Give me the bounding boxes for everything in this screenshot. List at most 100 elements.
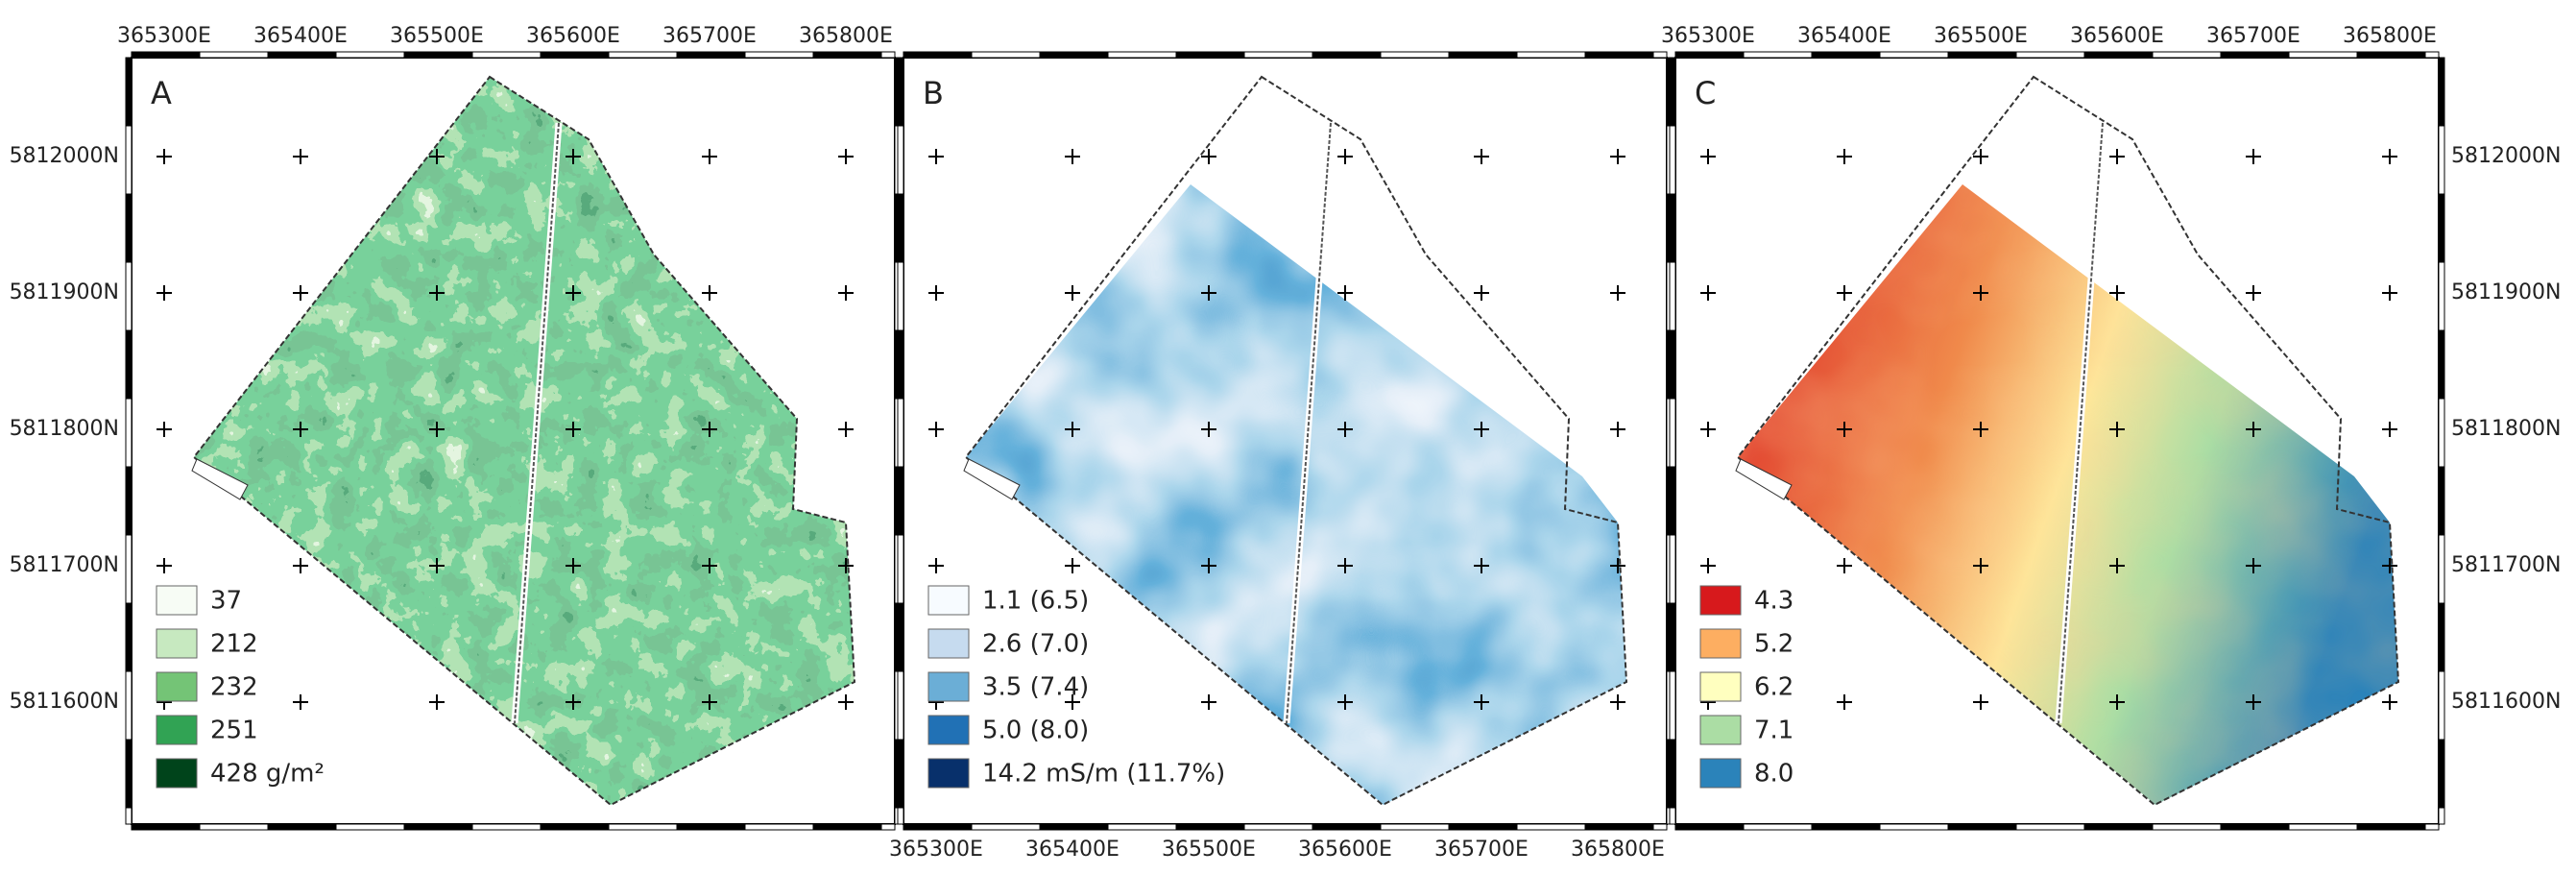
legend-label: 3.5 (7.4)	[982, 673, 1089, 702]
frame-bar	[335, 51, 405, 59]
grid-cross	[1065, 285, 1080, 301]
x-coord-label: 365500E	[1162, 838, 1256, 862]
frame-bar	[1243, 823, 1313, 831]
y-coord-label: 5811900N	[2451, 280, 2561, 304]
frame-bar	[1669, 125, 1676, 195]
frame-bar	[608, 823, 678, 831]
grid-cross	[1610, 285, 1625, 301]
grid-cross	[1201, 422, 1216, 437]
frame-bar	[125, 329, 132, 400]
grid-cross	[2109, 149, 2125, 164]
grid-cross	[838, 149, 854, 164]
frame-bar	[1175, 51, 1245, 59]
frame-bar	[125, 670, 132, 741]
grid-cross	[1973, 149, 1988, 164]
frame-bar	[2438, 602, 2445, 672]
frame-bar	[1175, 823, 1245, 831]
frame-bar	[125, 739, 132, 809]
grid-cross	[566, 422, 581, 437]
frame-bar	[1669, 534, 1676, 604]
frame-bar	[125, 125, 132, 195]
frame-bar	[2083, 51, 2154, 59]
legend-swatch	[1699, 628, 1742, 659]
x-coord-label: 365500E	[1934, 24, 2028, 48]
grid-cross	[2109, 285, 2125, 301]
frame-bar	[2288, 823, 2358, 831]
x-coord-label: 365400E	[1797, 24, 1891, 48]
frame-bar	[1669, 57, 1676, 127]
legend-label: 7.1	[1754, 717, 1794, 745]
map-panel-c	[1674, 57, 2440, 825]
legend-label: 2.6 (7.0)	[982, 630, 1089, 659]
frame-bar	[897, 125, 904, 195]
frame-bar	[897, 193, 904, 263]
grid-cross	[429, 285, 445, 301]
legend-label: 4.3	[1754, 587, 1794, 616]
frame-bar	[1947, 51, 2017, 59]
frame-bar	[897, 602, 904, 672]
grid-cross	[429, 558, 445, 573]
y-coord-label: 5812000N	[2451, 144, 2561, 168]
grid-cross	[1700, 149, 1716, 164]
grid-cross	[1065, 422, 1080, 437]
grid-cross	[2109, 694, 2125, 710]
frame-bar	[125, 534, 132, 604]
frame-bar	[2356, 51, 2426, 59]
grid-cross	[2246, 422, 2261, 437]
legend-label: 232	[210, 673, 258, 702]
frame-bar	[1652, 51, 1668, 59]
legend-label: 6.2	[1754, 673, 1794, 702]
grid-cross	[566, 558, 581, 573]
frame-bar	[1811, 51, 1881, 59]
grid-cross	[1065, 694, 1080, 710]
grid-cross	[1201, 149, 1216, 164]
legend-swatch	[1699, 585, 1742, 616]
frame-bar	[1652, 823, 1668, 831]
grid-cross	[1474, 149, 1489, 164]
frame-bar	[1516, 51, 1586, 59]
grid-cross	[1610, 422, 1625, 437]
grid-cross	[838, 558, 854, 573]
grid-cross	[838, 694, 854, 710]
y-coord-label: 5811600N	[2451, 690, 2561, 714]
grid-cross	[1474, 285, 1489, 301]
frame-bar	[131, 51, 201, 59]
frame-bar	[897, 329, 904, 400]
grid-cross	[1337, 694, 1353, 710]
frame-bar	[903, 823, 973, 831]
grid-cross	[156, 149, 172, 164]
grid-cross	[1837, 558, 1852, 573]
x-coord-label: 365400E	[253, 24, 348, 48]
x-coord-label: 365600E	[2070, 24, 2164, 48]
frame-bar	[1584, 823, 1654, 831]
x-coord-label: 365300E	[1661, 24, 1755, 48]
panel-label: B	[923, 75, 944, 111]
frame-bar	[1674, 823, 1745, 831]
frame-bar	[1669, 602, 1676, 672]
grid-cross	[1474, 694, 1489, 710]
grid-cross	[293, 285, 308, 301]
legend-swatch	[156, 671, 198, 702]
grid-cross	[702, 558, 717, 573]
grid-cross	[1337, 149, 1353, 164]
frame-bar	[1380, 51, 1450, 59]
frame-bar	[1516, 823, 1586, 831]
frame-bar	[1879, 51, 1949, 59]
frame-bar	[1448, 51, 1518, 59]
y-coord-label: 5812000N	[10, 144, 119, 168]
x-coord-label: 365300E	[889, 838, 983, 862]
frame-bar	[2438, 534, 2445, 604]
grid-cross	[2382, 694, 2397, 710]
legend-label: 212	[210, 630, 258, 659]
frame-bar	[2152, 51, 2222, 59]
x-coord-label: 365600E	[1298, 838, 1392, 862]
frame-bar	[1947, 823, 2017, 831]
frame-bar	[1380, 823, 1450, 831]
frame-bar	[897, 670, 904, 741]
frame-bar	[1243, 51, 1313, 59]
grid-cross	[2109, 422, 2125, 437]
frame-bar	[2438, 398, 2445, 468]
grid-cross	[928, 149, 944, 164]
x-coord-label: 365300E	[117, 24, 211, 48]
